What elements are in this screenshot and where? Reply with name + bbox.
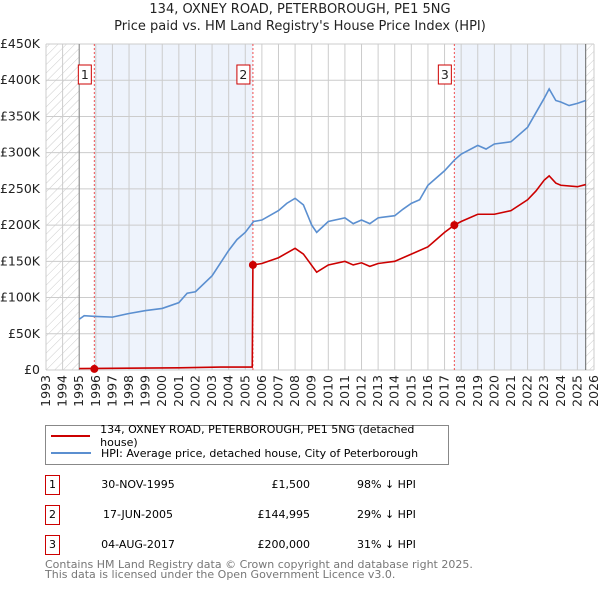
footer: Contains HM Land Registry data © Crown c… <box>45 558 473 581</box>
x-tick-label: 2007 <box>270 375 285 407</box>
x-tick-label: 2023 <box>536 375 551 407</box>
y-tick-label: £250K <box>0 181 41 196</box>
x-tick-label: 1995 <box>71 375 86 407</box>
x-tick-label: 2001 <box>171 375 186 407</box>
y-tick-label: £350K <box>0 108 41 123</box>
x-tick-label: 2018 <box>453 375 468 407</box>
x-tick-label: 2019 <box>470 375 485 407</box>
legend-label-property: 134, OXNEY ROAD, PETERBOROUGH, PE1 5NG (… <box>100 423 415 449</box>
x-tick-label: 2022 <box>520 375 535 407</box>
x-tick-label: 2025 <box>569 375 584 407</box>
sale-point <box>90 364 99 373</box>
y-tick-label: £0 <box>24 362 40 377</box>
sale-label: 2 <box>239 67 247 82</box>
hatched-region-end <box>585 44 594 370</box>
y-tick-label: £300K <box>0 145 41 160</box>
sale-hpi-diff: 98% ↓ HPI <box>357 478 416 491</box>
hpi-line <box>78 87 586 320</box>
sale-label-box <box>437 64 452 85</box>
x-tick-label: 2003 <box>204 375 219 407</box>
x-tick-label: 1999 <box>138 375 153 407</box>
x-tick-label: 2013 <box>370 375 385 407</box>
x-tick-label: 1997 <box>104 375 119 407</box>
sale-hpi-diff: 29% ↓ HPI <box>357 508 416 521</box>
sale-price: £144,995 <box>257 508 311 521</box>
y-tick-label: £100K <box>0 290 41 305</box>
x-tick-label: 2010 <box>320 375 335 407</box>
x-tick-label: 2015 <box>403 375 418 407</box>
x-tick-label: 2024 <box>553 375 568 407</box>
sale-number: 1 <box>45 475 60 495</box>
x-tick-label: 2017 <box>437 375 452 407</box>
footer-line-2: This data is licensed under the Open Gov… <box>45 568 396 581</box>
x-tick-label: 2004 <box>221 375 236 407</box>
sale-row: 1 30-NOV-1995 £1,500 98% ↓ HPI <box>45 475 445 495</box>
chart-subtitle: Price paid vs. HM Land Registry's House … <box>114 19 486 34</box>
y-tick-label: £200K <box>0 217 41 232</box>
sale-date: 30-NOV-1995 <box>101 478 175 491</box>
sale-label: 3 <box>441 67 449 82</box>
sale-number: 2 <box>45 505 60 525</box>
y-tick-label: £150K <box>0 253 41 268</box>
shade-region-3 <box>454 44 586 370</box>
y-tick-label: £400K <box>0 72 41 87</box>
x-tick-label: 2009 <box>304 375 319 407</box>
sale-point <box>450 221 459 230</box>
plot-area: 1993 1994 1995 1996 1997 1998 1999 2000 2001 2002… <box>0 36 600 407</box>
x-tick-label: 2002 <box>187 375 202 407</box>
footer-line-1: Contains HM Land Registry data © Crown c… <box>45 558 473 571</box>
x-tick-label: 2012 <box>354 375 369 407</box>
x-tick-label: 2005 <box>237 375 252 407</box>
sale-row: 3 04-AUG-2017 £200,000 31% ↓ HPI <box>45 535 445 555</box>
price-paid-line <box>79 174 586 370</box>
x-tick-label: 2008 <box>287 375 302 407</box>
x-tick-label: 1998 <box>121 375 136 407</box>
legend-swatch-red <box>51 435 91 437</box>
sale-date: 17-JUN-2005 <box>102 508 174 521</box>
sale-label-box <box>236 64 251 85</box>
sale-price: £200,000 <box>257 538 311 551</box>
sale-number: 3 <box>45 535 60 555</box>
sale-price: £1,500 <box>271 478 311 491</box>
x-tick-label: 1994 <box>55 375 70 407</box>
sale-point <box>248 260 257 269</box>
x-tick-label: 2011 <box>337 375 352 407</box>
x-tick-label: 2014 <box>387 375 402 407</box>
sale-date: 04-AUG-2017 <box>101 538 175 551</box>
y-tick-label: £50K <box>8 326 41 341</box>
y-tick-label: £450K <box>0 36 41 51</box>
legend-swatch-blue <box>51 452 91 454</box>
sale-label: 1 <box>81 67 89 82</box>
x-tick-label: 2000 <box>154 375 169 407</box>
x-tick-label: 2020 <box>486 375 501 407</box>
x-tick-label: 1996 <box>88 375 103 407</box>
x-tick-label: 2016 <box>420 375 435 407</box>
sale-label-box <box>77 64 92 85</box>
x-tick-label: 2021 <box>503 375 518 407</box>
legend: 134, OXNEY ROAD, PETERBOROUGH, PE1 5NG (… <box>45 423 449 465</box>
chart-title: 134, OXNEY ROAD, PETERBOROUGH, PE1 5NG <box>149 2 451 17</box>
x-tick-label: 2026 <box>586 375 600 407</box>
legend-label-hpi: HPI: Average price, detached house, City… <box>101 446 419 460</box>
x-tick-label: 1993 <box>38 375 53 407</box>
sale-row: 2 17-JUN-2005 £144,995 29% ↓ HPI <box>45 505 445 525</box>
x-tick-label: 2006 <box>254 375 269 407</box>
sale-hpi-diff: 31% ↓ HPI <box>357 538 416 551</box>
